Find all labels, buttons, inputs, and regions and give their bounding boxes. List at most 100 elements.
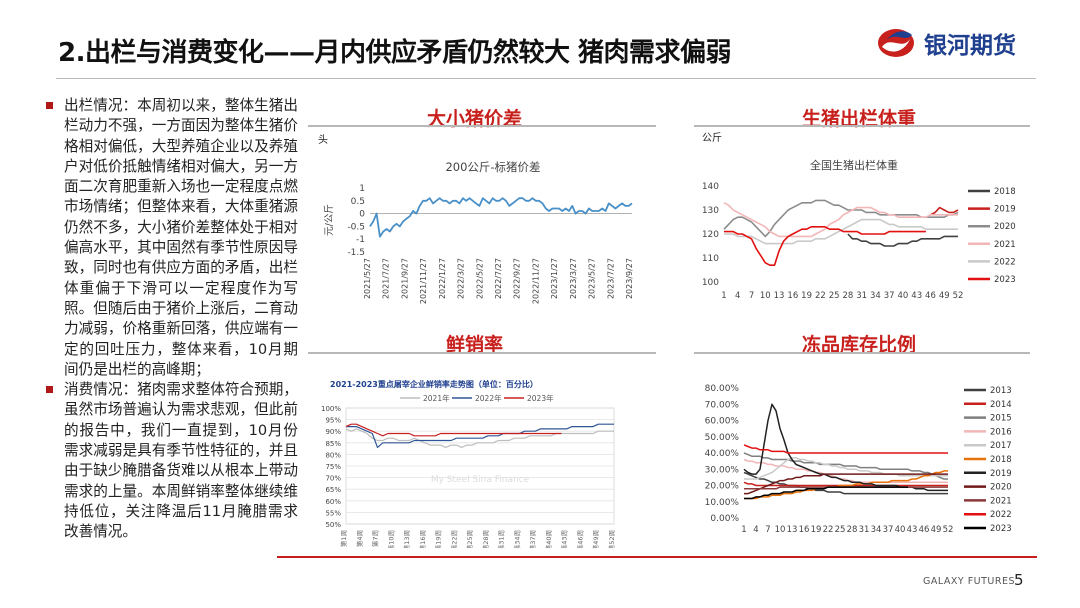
x-tick-label: 1 (741, 525, 746, 535)
y-tick-label: 95% (325, 417, 341, 425)
x-tick-label: 第10周 (386, 530, 395, 548)
bullet-supply: 出栏情况：本周初以来，整体生猪出栏动力不强，一方面因为整体生猪价格相对偏低，大型… (46, 96, 298, 380)
x-tick-label: 第19周 (434, 530, 443, 548)
brand-name: 银河期货 (924, 33, 1016, 59)
x-tick-label: 2021/7/27 (382, 258, 391, 299)
panel-title-price-spread: 大小猪价差 (427, 108, 523, 130)
series-line-2017 (744, 457, 948, 480)
y-tick-label: 60% (325, 498, 341, 506)
legend-label: 2018 (990, 455, 1012, 465)
y-tick-label: 85% (325, 440, 341, 448)
x-tick-label: 46 (925, 291, 936, 301)
x-tick-label: 2023/7/27 (606, 258, 615, 299)
x-tick-label: 37 (883, 525, 894, 535)
x-tick-label: 2021/5/27 (363, 258, 372, 299)
x-tick-label: 2021/11/27 (419, 258, 428, 304)
y-tick-label: 75% (325, 463, 341, 471)
x-tick-label: 2022/3/27 (457, 258, 466, 299)
page-title: 2.出栏与消费变化——月内供应矛盾仍然较大 猪肉需求偏弱 (58, 38, 732, 68)
x-tick-label: 40 (898, 291, 909, 301)
x-tick-label: 40 (895, 525, 906, 535)
series-line-2018 (744, 470, 948, 500)
x-tick-label: 2021/9/27 (400, 258, 409, 299)
x-tick-label: 16 (787, 291, 798, 301)
header-divider (56, 78, 1036, 79)
brand-logo: 银河期货 (876, 26, 1016, 60)
series-line-2021年 (345, 428, 614, 448)
series-line-2020 (723, 199, 959, 238)
series-line-2016 (743, 458, 948, 484)
plot-frame (345, 407, 615, 525)
chart-fresh-sales-rate: 2021-2023重点屠宰企业鲜销率走势图（单位：百分比） 100% 95% 90% 8… (321, 379, 616, 548)
x-tick-label: 22 (823, 525, 834, 535)
x-tick-label: 7 (765, 525, 770, 535)
x-tick-label: 第4周 (355, 530, 364, 547)
series-line-2018 (847, 233, 958, 247)
y-tick-label: 100 (702, 278, 719, 288)
y-tick-label: 40.00% (705, 449, 740, 459)
y-tick-label: 90% (325, 428, 341, 436)
legend-label: 2023年 (527, 393, 554, 403)
x-tick-label: 2023/3/27 (569, 258, 578, 299)
legend-label: 2016 (990, 427, 1012, 437)
x-tick-label: 49 (939, 291, 950, 301)
y-tick-label: 20.00% (705, 482, 740, 492)
x-tick-label: 第37周 (528, 530, 537, 548)
legend-label: 2017 (990, 441, 1012, 451)
legend-label: 2013 (990, 386, 1012, 396)
y-tick-label: 130 (702, 206, 719, 216)
watermark: My Steel Sina Finance (431, 475, 530, 485)
series-line-2019 (743, 403, 948, 492)
galaxy-logo-icon (878, 29, 914, 57)
x-tick-label: 4 (735, 291, 740, 301)
x-tick-label: 第46周 (575, 530, 584, 548)
x-tick-label: 28 (842, 291, 853, 301)
panel-title-weight: 生猪出栏体重 (802, 108, 917, 130)
x-tick-label: 10 (775, 525, 786, 535)
x-tick-label: 43 (907, 525, 918, 535)
panel-underline (694, 125, 1030, 127)
y-tick-label: -0.5 (347, 222, 365, 232)
x-tick-label: 31 (859, 525, 870, 535)
series-line-2019 (930, 206, 959, 216)
x-tick-label: 第22周 (449, 530, 458, 548)
legend-label: 2020 (994, 222, 1016, 232)
panel-underline (308, 125, 656, 127)
x-tick-label: 10 (760, 291, 771, 301)
legend-label: 2021 (994, 240, 1016, 250)
x-tick-label: 37 (884, 291, 895, 301)
x-tick-label: 25 (835, 525, 846, 535)
legend-label: 2023 (990, 524, 1012, 534)
x-tick-label: 第25周 (465, 530, 474, 548)
x-tick-label: 52 (953, 291, 964, 301)
x-tick-label: 19 (811, 525, 822, 535)
series-line-2023年 (345, 423, 562, 437)
page-number: 5 (1014, 571, 1024, 589)
chart-title: 2021-2023重点屠宰企业鲜销率走势图（单位：百分比） (330, 379, 538, 389)
panel-title-fresh-rate: 鲜销率 (446, 334, 504, 356)
legend-label: 2020 (990, 483, 1012, 493)
commentary: 出栏情况：本周初以来，整体生猪出栏动力不强，一方面因为整体生猪价格相对偏低，大型… (46, 96, 298, 543)
x-tick-label: 13 (774, 291, 785, 301)
x-tick-label: 2022/7/27 (494, 258, 503, 299)
series-line-0 (369, 197, 633, 238)
y-tick-label: 30.00% (705, 465, 740, 475)
x-tick-label: 第40周 (544, 530, 553, 548)
footer-divider (277, 556, 1037, 558)
y-tick-label: 0.5 (351, 197, 365, 207)
x-tick-label: 2022/1/27 (438, 258, 447, 299)
y-tick-label: 55% (325, 509, 341, 517)
series-line-2015 (743, 452, 948, 480)
x-tick-label: 2022/9/27 (513, 258, 522, 299)
x-tick-label: 25 (829, 291, 840, 301)
y-tick-label: 0.00% (710, 514, 739, 524)
x-tick-label: 52 (943, 525, 954, 535)
legend-label: 2022 (990, 510, 1012, 520)
y-tick-label: 100% (321, 405, 341, 413)
series-line-2013 (743, 471, 948, 495)
x-tick-label: 第34周 (512, 530, 521, 548)
y-tick-label: -1.5 (347, 248, 365, 258)
x-tick-label: 2023/9/27 (625, 258, 634, 299)
y-tick-label: 80% (325, 451, 341, 459)
y-tick-label: -1 (356, 235, 365, 245)
